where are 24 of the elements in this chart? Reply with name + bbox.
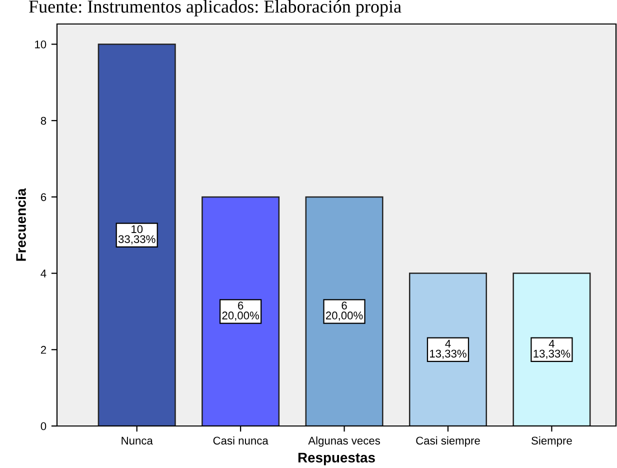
x-tick-label: Nunca: [122, 436, 153, 445]
y-tick-label: 10: [35, 40, 46, 48]
data-label: 4 13,33%: [430, 340, 466, 359]
y-tick-label: 0: [40, 422, 46, 430]
data-label: 6 20,00%: [222, 302, 260, 321]
bar: [408, 272, 487, 426]
y-tick-label: 8: [40, 116, 46, 125]
bar: [202, 196, 280, 426]
y-tick-label: 4: [40, 270, 46, 278]
x-tick-label: Casi nunca: [213, 436, 268, 445]
x-tick-label: Algunas veces: [308, 436, 380, 447]
x-axis-title: Respuestas: [298, 452, 375, 466]
data-label: 6 20,00%: [326, 302, 363, 321]
x-tick-label: Siempre: [532, 436, 572, 447]
y-tick-label: 2: [40, 346, 46, 354]
bar: [305, 196, 384, 426]
bar: [98, 44, 176, 426]
y-axis-title: Frecuencia: [16, 188, 26, 261]
x-tick-label: Casi siempre: [416, 436, 480, 447]
bar: [512, 272, 591, 426]
data-label: 4 13,33%: [534, 340, 570, 359]
chart-title: Fuente: Instrumentos aplicados: Elaboración propia: [29, 0, 402, 16]
y-tick-label: 6: [40, 193, 46, 202]
data-label: 10 33,33%: [118, 225, 156, 244]
